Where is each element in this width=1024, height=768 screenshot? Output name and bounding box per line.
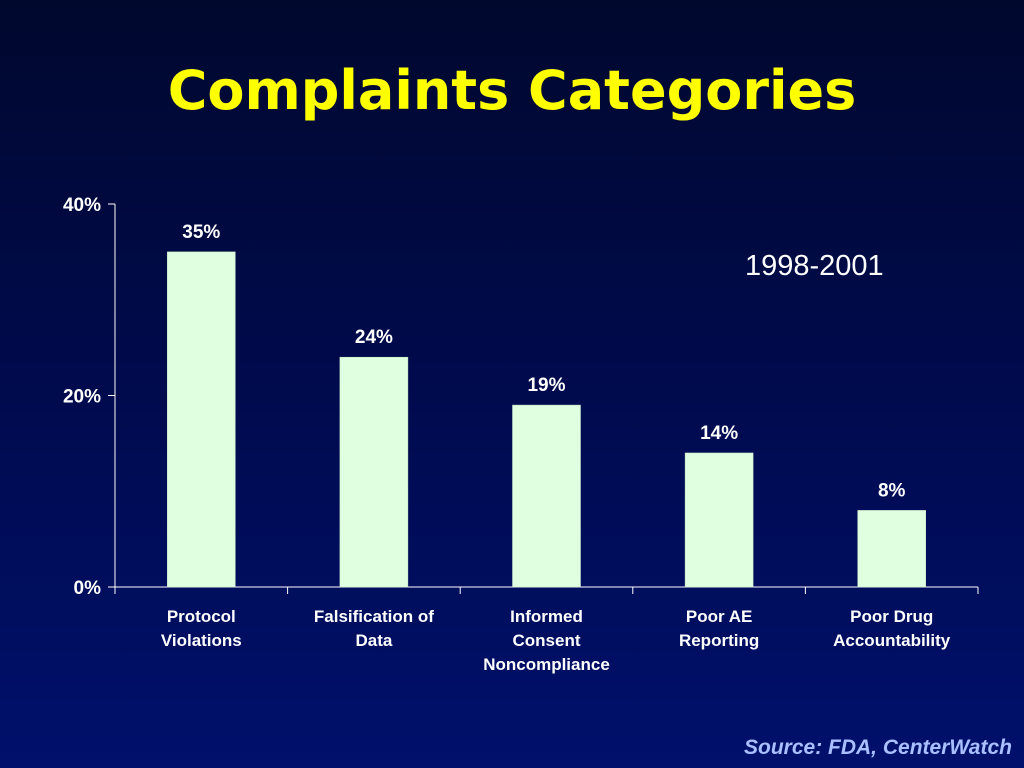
bar: [167, 251, 236, 588]
category-label-line: Accountability: [833, 631, 951, 650]
category-label-line: Poor Drug: [850, 607, 933, 626]
chart-bars: [167, 251, 926, 588]
category-label: Falsification of Data: [314, 607, 434, 650]
category-label: Poor Drug Accountability: [833, 607, 951, 650]
category-label: Protocol Violations: [161, 607, 242, 650]
data-label: 35%: [182, 222, 220, 243]
category-label-line: Poor AE: [686, 607, 752, 626]
bar: [512, 404, 581, 588]
category-label-line: Data: [355, 631, 392, 650]
category-label-line: Protocol: [167, 607, 236, 626]
data-label: 14%: [700, 423, 738, 444]
category-label: Poor AE Reporting: [679, 607, 759, 650]
category-label-line: Reporting: [679, 631, 759, 650]
data-label: 19%: [527, 375, 565, 396]
bar: [339, 356, 409, 588]
bar: [857, 510, 926, 588]
category-label-line: Violations: [161, 631, 242, 650]
category-label-line: Noncompliance: [483, 655, 610, 674]
y-tick-label: 20%: [63, 387, 101, 408]
category-label-line: Informed: [510, 607, 583, 626]
y-tick-label: 0%: [74, 578, 102, 599]
category-label-line: Falsification of: [314, 607, 434, 626]
data-label: 8%: [878, 480, 906, 501]
date-range-annotation: 1998-2001: [745, 250, 884, 282]
bar: [684, 452, 754, 588]
slide-title: Complaints Categories: [167, 59, 857, 122]
y-tick-label: 40%: [63, 195, 101, 216]
source-credit: Source: FDA, CenterWatch: [744, 736, 1012, 759]
category-label-line: Consent: [513, 631, 581, 650]
category-label: Informed Consent Noncompliance: [483, 607, 610, 674]
data-label: 24%: [355, 327, 393, 348]
chart-labels: 0% 20% 40% 35% Protocol Violations 24% Falsific…: [63, 195, 951, 674]
